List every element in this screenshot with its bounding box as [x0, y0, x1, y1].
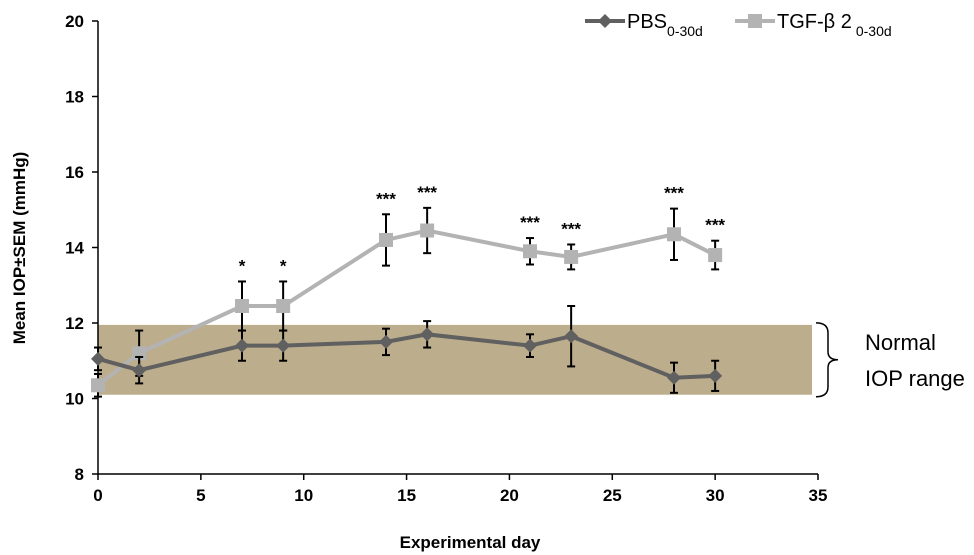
data-point	[523, 244, 537, 259]
y-tick-label: 10	[65, 390, 84, 409]
data-point	[276, 299, 291, 314]
significance-layer: * **** ****** *********	[239, 183, 726, 276]
series-pbs	[91, 305, 723, 394]
data-point	[235, 299, 249, 314]
y-tick-label: 18	[65, 88, 84, 107]
data-point	[379, 334, 393, 349]
data-point	[564, 249, 579, 264]
significance-marker: ***	[417, 183, 437, 202]
significance-marker: ***	[520, 213, 540, 232]
legend-item-tgf: TGF-β 2 0-30d	[735, 11, 892, 39]
x-axis-title: Experimental day	[400, 533, 541, 552]
normal-range-layer	[98, 322, 839, 398]
series-layer	[91, 206, 723, 398]
series-line	[96, 228, 717, 387]
y-tick-label: 20	[65, 12, 84, 31]
x-tick-label: 35	[809, 486, 828, 505]
legend-label: PBS0-30d	[627, 11, 703, 39]
data-point	[132, 363, 147, 378]
y-tick-label: 14	[65, 239, 84, 258]
significance-marker: ***	[376, 189, 396, 208]
significance-marker: *	[280, 256, 287, 275]
y-tick-label: 8	[75, 465, 84, 484]
x-tick-label: 10	[294, 486, 313, 505]
y-axis-title: Mean IOP±SEM (mmHg)	[10, 152, 29, 345]
data-point	[420, 327, 435, 342]
normal-range-band	[98, 324, 812, 395]
x-tick-label: 0	[93, 486, 102, 505]
y-tick-label: 16	[65, 163, 84, 182]
normal-range-label-line1: Normal	[865, 330, 936, 355]
legend-subscript: 0-30d	[856, 23, 892, 39]
legend-item-pbs: PBS0-30d	[585, 11, 703, 39]
data-point	[667, 370, 681, 385]
x-tick-label: 5	[196, 486, 205, 505]
legend-subscript: 0-30d	[667, 23, 703, 39]
significance-marker: ***	[664, 184, 684, 203]
data-point	[523, 338, 537, 353]
data-point	[276, 338, 291, 353]
normal-range-label-line2: IOP range	[865, 366, 965, 391]
significance-marker: ***	[705, 216, 725, 235]
x-tick-label: 30	[706, 486, 725, 505]
legend-marker	[748, 14, 762, 28]
data-point	[667, 227, 681, 242]
x-tick-label: 20	[500, 486, 519, 505]
legend-marker	[598, 14, 612, 28]
significance-marker: ***	[561, 219, 581, 238]
data-point	[91, 351, 105, 366]
data-point	[420, 223, 435, 238]
axes: 8 10 12 14 16 18 20 0 5 10 15 20 25 30 35	[65, 12, 827, 505]
significance-marker: *	[239, 256, 246, 275]
y-tick-label: 12	[65, 314, 84, 333]
data-point	[235, 338, 249, 353]
data-point	[564, 329, 579, 344]
normal-range-brace	[815, 322, 839, 398]
data-point	[708, 368, 723, 383]
series-tgf	[91, 206, 723, 398]
data-point	[379, 232, 393, 247]
data-point	[708, 248, 723, 263]
data-point	[91, 378, 105, 393]
x-tick-label: 25	[603, 486, 622, 505]
legend-label: TGF-β 2 0-30d	[777, 11, 892, 39]
x-tick-label: 15	[397, 486, 416, 505]
legend: PBS0-30d TGF-β 2 0-30d	[585, 11, 892, 39]
series-line	[97, 332, 716, 380]
